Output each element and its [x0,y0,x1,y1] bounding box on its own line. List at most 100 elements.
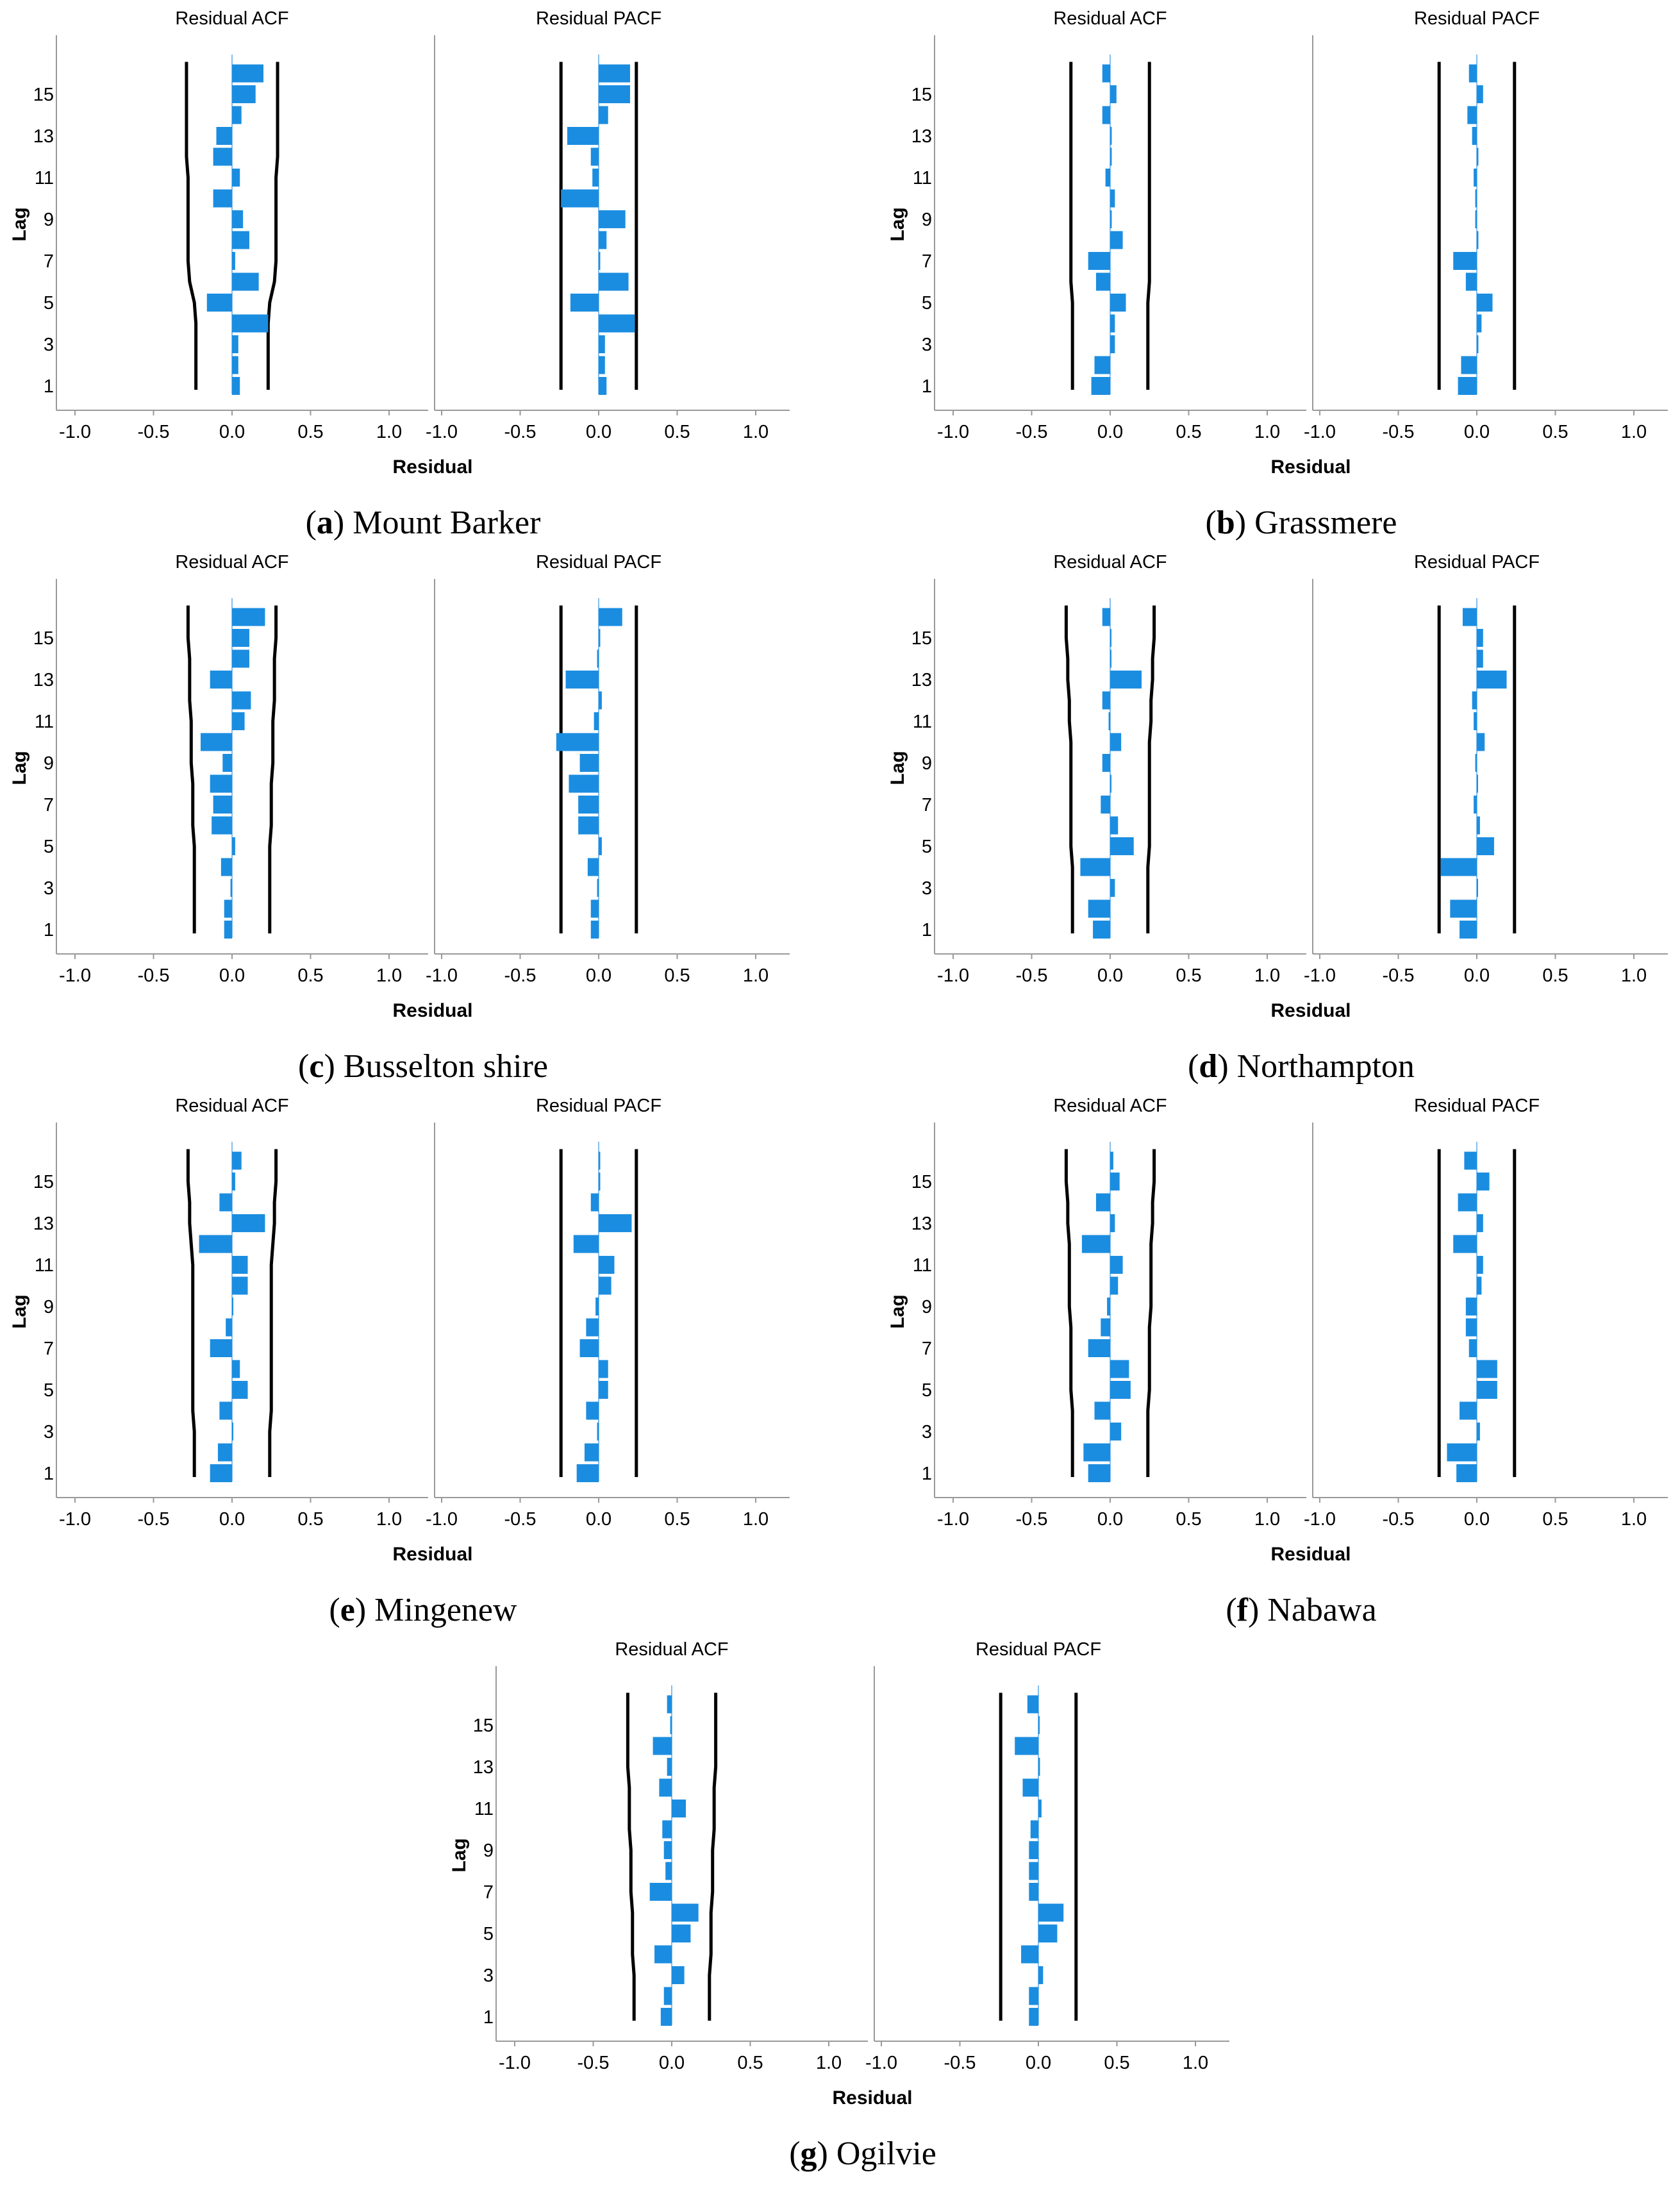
y-tick-label: 13 [33,126,54,147]
y-tick-label: 1 [44,1464,54,1484]
acf-bar [599,1256,615,1274]
y-tick-label: 9 [44,753,54,774]
acf-bar [1110,335,1115,353]
panel-title: Residual PACF [1414,8,1540,29]
acf-bar [597,879,599,897]
acf-bar [1038,1716,1040,1734]
x-tick-label: -1.0 [59,422,91,442]
y-tick-label: 3 [922,1422,932,1442]
x-tick-label: 0.5 [737,2053,763,2073]
y-tick-label: 13 [911,126,932,147]
acf-bar [1477,294,1493,312]
figure-caption: (g) Ogilvie [789,2135,936,2172]
figure-caption: (d) Northampton [1188,1048,1415,1085]
acf-bar [1110,774,1111,793]
x-tick-label: -1.0 [937,965,969,986]
acf-bar [1095,1193,1110,1212]
acf-bar [201,733,232,751]
x-tick-label: 1.0 [743,965,769,986]
x-tick-label: -1.0 [1304,422,1336,442]
acf-bar [1465,1318,1477,1337]
y-tick-label: 3 [922,878,932,899]
y-tick-label: 9 [922,210,932,230]
acf-bar [213,189,232,208]
acf-bar [1110,879,1115,897]
acf-bar [1477,671,1507,689]
y-tick-label: 1 [922,1464,932,1484]
acf-bar [590,1193,599,1212]
x-tick-label: -0.5 [138,422,170,442]
acf-bar [1038,1758,1040,1776]
acf-bar [665,1862,672,1880]
acf-bar [1468,64,1477,83]
figure-caption: (a) Mount Barker [306,505,541,541]
acf-bar [1474,796,1477,814]
acf-bar [1477,1423,1480,1441]
acf-bar [667,1695,672,1714]
acf-bar [570,294,599,312]
panel-title: Residual ACF [1053,8,1167,29]
x-tick-label: 0.0 [1464,1509,1490,1530]
x-tick-label: 0.5 [297,1509,323,1530]
acf-bar [1461,356,1477,374]
acf-bar [1462,608,1477,626]
y-tick-label: 5 [44,1380,54,1401]
acf-bar [1477,629,1483,647]
y-tick-label: 13 [33,1214,54,1234]
acf-bar [1110,1276,1119,1295]
panel-title: Residual PACF [536,1096,661,1116]
x-tick-label: 0.0 [659,2053,685,2073]
x-tick-label: -0.5 [504,1509,536,1530]
x-tick-label: 0.0 [1464,422,1490,442]
x-tick-label: -0.5 [1383,965,1415,986]
x-axis-label: Residual [832,2087,912,2109]
acf-bar [1465,272,1477,291]
acf-bar [576,1464,599,1482]
y-tick-label: 15 [473,1716,494,1736]
acf-bar [1467,106,1477,124]
acf-bar [1477,231,1479,249]
x-tick-label: -1.0 [426,965,458,986]
y-tick-label: 9 [922,753,932,774]
acf-bar [599,335,605,353]
panel-title: Residual PACF [1414,552,1540,572]
y-axis-label: Lag [449,1838,470,1872]
panel-acf: Residual ACF -1.0 -0.5 0.0 0.5 1.0 [934,8,1306,442]
acf-bar [659,1778,672,1797]
acf-bar [1474,169,1477,187]
x-tick-label: 0.0 [586,422,611,442]
acf-bar [1465,1298,1477,1315]
acf-bar [1083,1443,1110,1462]
acf-bar [1110,231,1123,249]
x-tick-label: 0.5 [1542,422,1568,442]
acf-bar [232,1256,248,1274]
upper-confidence-limit [266,62,279,390]
x-tick-label: 1.0 [1621,1509,1647,1530]
y-tick-label: 7 [922,251,932,272]
acf-bar [1095,272,1110,291]
panel-acf: Residual ACF -1.0 -0.5 0.0 0.5 1.0 [934,1096,1306,1530]
x-tick-label: -0.5 [504,422,536,442]
acf-bar [599,106,608,124]
acf-bar [1477,335,1479,353]
acf-bar [597,649,599,668]
acf-bar [224,899,232,918]
acf-bar [1091,377,1110,395]
acf-bar [1029,1987,1038,2005]
acf-bar [1477,1276,1482,1295]
acf-bar [232,649,249,668]
y-tick-label: 15 [911,1172,932,1192]
x-tick-label: 0.0 [586,965,611,986]
acf-bar [1088,1339,1110,1357]
acf-bar [1110,1423,1122,1441]
acf-bar [224,921,232,939]
x-tick-label: 1.0 [1621,422,1647,442]
y-tick-label: 7 [44,795,54,815]
acf-bar [649,1883,672,1901]
y-axis-label: Lag [887,207,908,241]
acf-bar [1110,1214,1115,1232]
acf-bar [226,1318,232,1337]
